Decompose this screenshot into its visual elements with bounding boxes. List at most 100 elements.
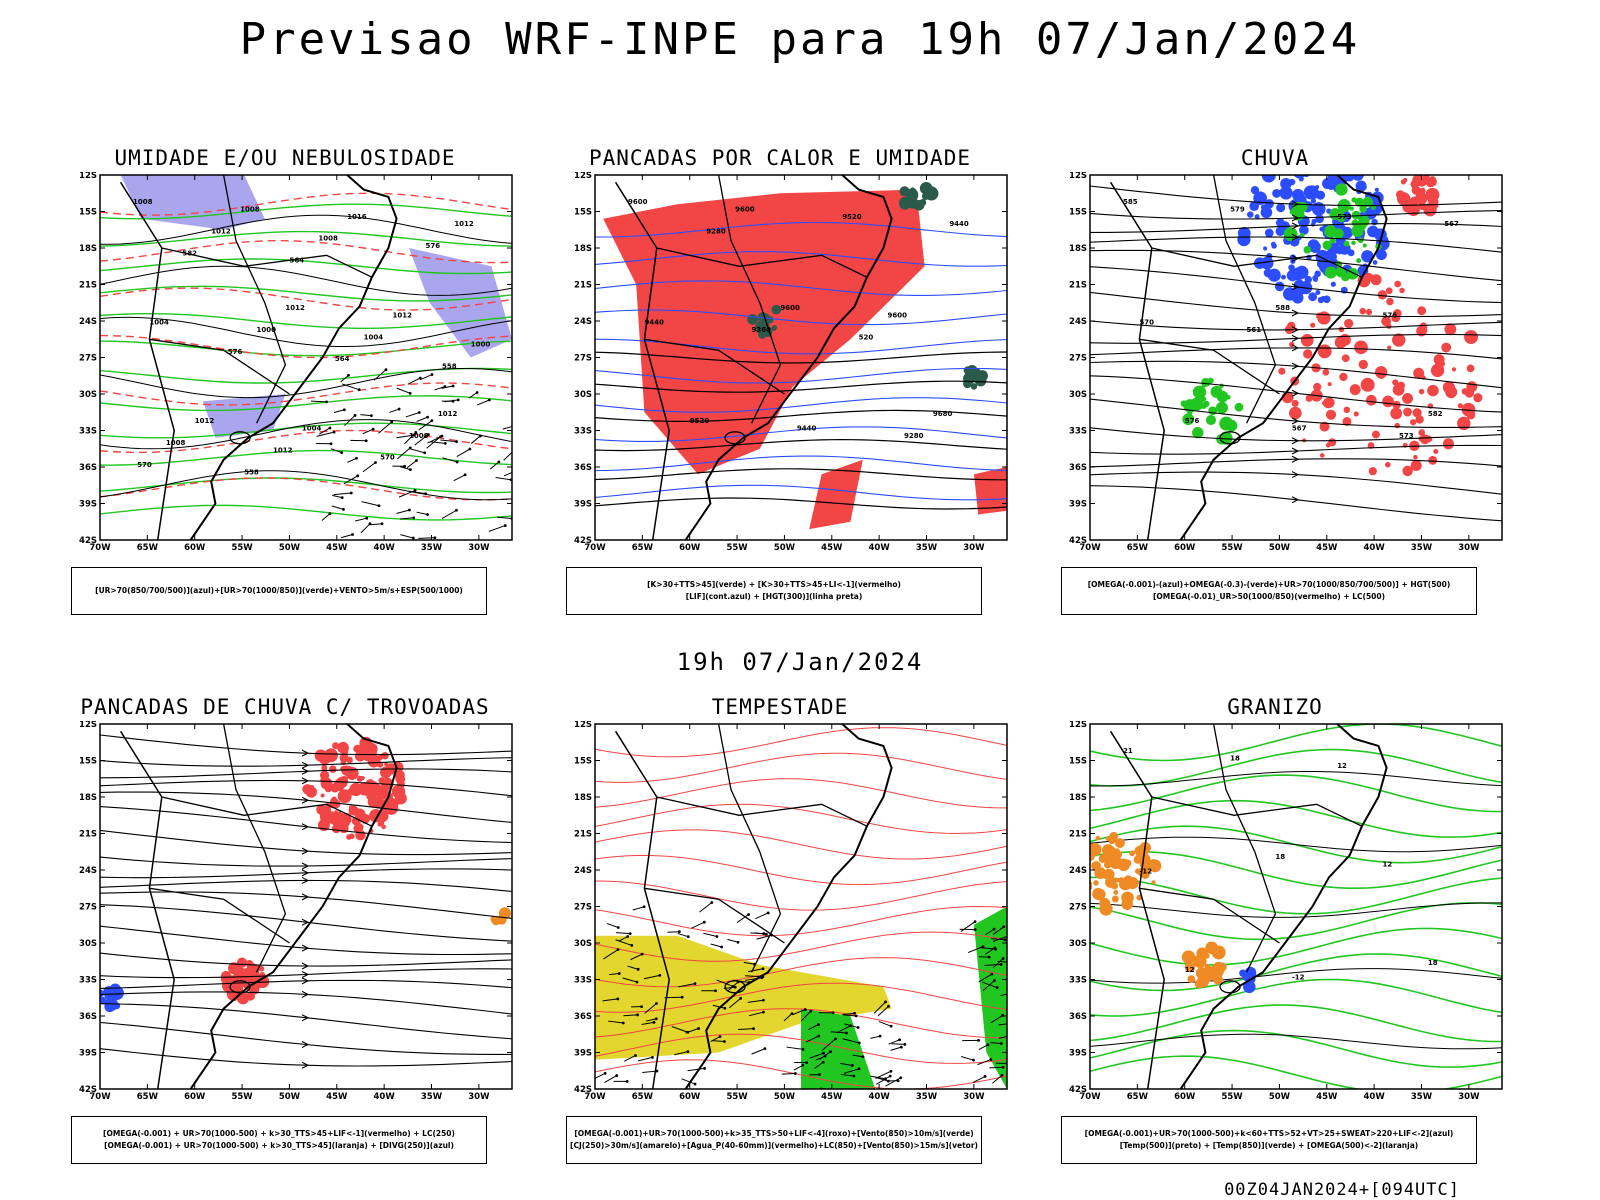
wind-arrow-head [433,536,437,540]
omega-green [1351,240,1356,246]
storm-red [372,796,385,809]
omega-red [1417,373,1423,380]
wind-arrow-head [503,524,507,527]
y-tick-label: 24S [574,317,592,327]
wind-arrow-head [390,420,394,424]
omega-red [1339,372,1348,382]
y-tick-label: 42S [79,536,97,546]
wind-vector-head [764,932,768,936]
omega-green [1216,390,1229,403]
wind-arrow-head [357,388,361,392]
wind-vector [712,1004,725,1009]
x-tick-label: 60W [184,1092,206,1102]
wind-vector [890,1046,902,1051]
wind-arrow-head [478,434,482,438]
contour-label: 570 [1139,319,1154,327]
x-tick-label: 45W [1316,543,1338,553]
omega-blue [1336,172,1345,174]
contour-label: 573 [1337,213,1352,221]
streamline [100,952,512,967]
wind-vector-head [861,1055,865,1059]
streamline [1090,223,1502,233]
map-layer [100,734,512,1069]
wind-vector [609,973,620,976]
y-tick-label: 27S [574,354,592,364]
x-tick-label: 65W [1127,1092,1149,1102]
wind-vector-head [640,1005,644,1009]
omega-orange [1078,879,1085,886]
contour-label: 9440 [797,425,817,433]
storm-red [321,764,328,772]
x-tick-label: 45W [326,543,348,553]
estuary [724,431,746,445]
temp850-green-contour [1090,774,1502,813]
omega-blue [1276,203,1286,213]
contour-label: 9680 [933,410,953,418]
omega-red [1317,311,1331,325]
wind-vector-head [822,1051,825,1055]
omega-red [1428,455,1438,465]
omega-blue [1357,265,1369,277]
omega-red [1371,430,1380,439]
omega-blue [1315,190,1326,200]
streamline [1090,209,1502,220]
storm-red [346,834,352,840]
x-tick-label: 55W [726,1092,748,1102]
stream-arrow [1291,283,1300,291]
wind-arrow-head [328,426,332,430]
stream-arrow [301,918,310,926]
contour-label: 1012 [211,227,231,235]
x-tick-label: 70W [89,543,111,553]
omega-orange [1196,947,1209,960]
x-tick-label: 65W [1127,543,1149,553]
storm-red [381,752,389,760]
legend-line: [K>30+TTS>45](verde) + [K>30+TTS>45+LI<-… [647,580,901,589]
wind-arrow-head [412,516,416,520]
stream-arrow [1291,326,1300,334]
state-border [1212,723,1277,973]
contour-label: 9600 [888,311,908,319]
wind-vector [891,1043,905,1045]
stream-arrow [1291,362,1300,370]
omega-green [1215,401,1228,414]
wind-arrow-head [377,504,381,508]
contour-label: 1012 [273,446,293,454]
contour-label: 582 [1428,410,1443,418]
temp850-green-contour [1090,799,1502,838]
y-tick-label: 24S [1069,866,1087,876]
wind-vector [885,1077,901,1087]
streamline [100,979,512,989]
wind-vector-head [677,930,681,934]
wind-arrow [468,392,478,399]
stream-arrow [301,944,310,952]
wind-vector-head [616,948,620,951]
wind-vector [840,1062,853,1066]
humidity-green-contour [100,504,512,521]
wind-arrow [321,513,331,521]
panel-title: TEMPESTADE [711,695,849,719]
legend-line: [UR>70(850/700/500)](azul)+[UR>70(1000/8… [95,586,463,595]
x-tick-label: 55W [1221,543,1243,553]
omega-blue [1312,193,1318,199]
wind-vector [615,932,631,935]
wind-vector-head [853,1011,856,1015]
hgt300-contour [595,468,1007,481]
humidity-green-contour [100,340,512,357]
omega-red [1358,359,1368,370]
x-tick-label: 45W [1316,1092,1338,1102]
wind-vector [643,974,660,980]
storm-red [369,796,376,804]
omega-blue [1360,183,1367,191]
wind-vector [674,1051,689,1056]
omega-red [1328,438,1337,447]
x-tick-label: 40W [374,543,396,553]
state-border [644,887,785,944]
wind-arrow [434,386,446,391]
omega-red [1415,415,1424,424]
streamline [100,879,512,893]
wind-vector [814,1061,824,1069]
lif-blue-contour [595,251,1007,267]
wind-vector [710,943,722,948]
omega-red [1444,323,1457,336]
omega-orange [1105,836,1111,842]
